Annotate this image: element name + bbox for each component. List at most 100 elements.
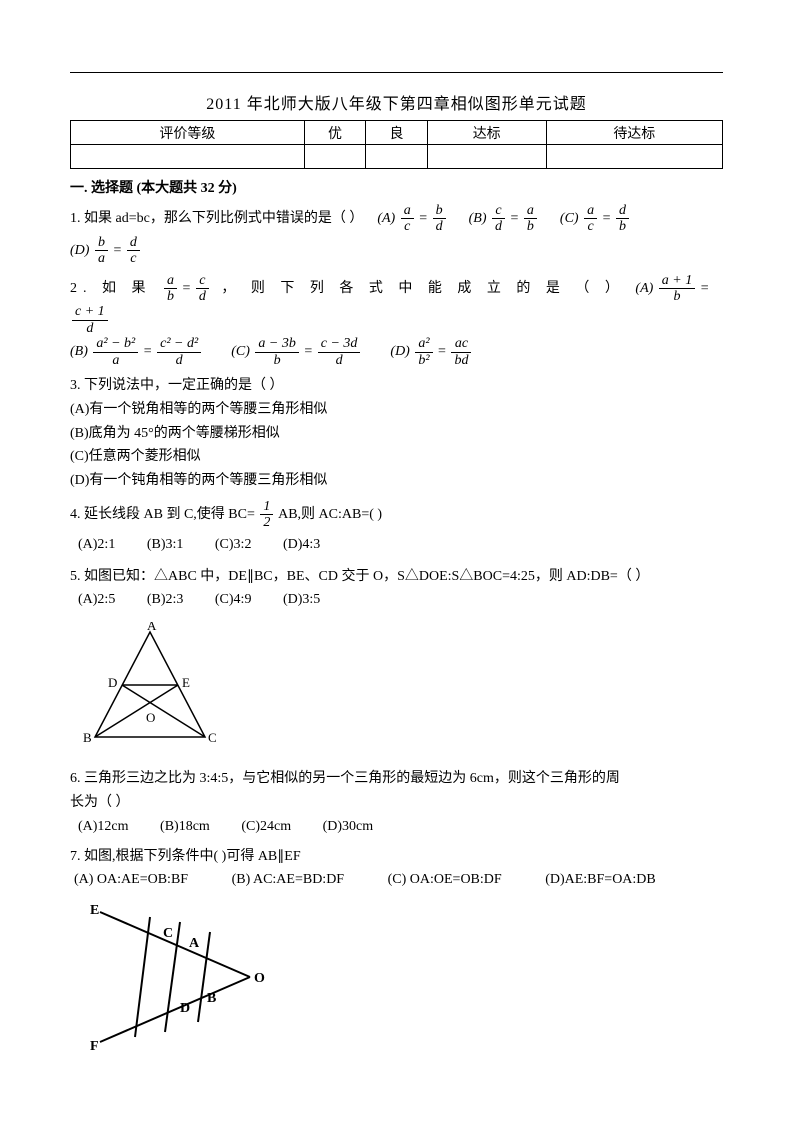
q1-optA-label: (A) [377,211,395,226]
q5-optA: (A)2:5 [78,592,115,607]
question-2: 2. 如 果 ab = cd ， 则 下 列 各 式 中 能 成 立 的 是 （… [70,273,723,368]
fraction-icon: ba [95,235,108,267]
q2-optA-label: (A) [635,281,653,296]
eval-header-1: 优 [304,121,366,145]
q7-optC: (C) OA:OE=OB:DF [388,872,502,887]
q4-choices: (A)2:1 (B)3:1 (C)3:2 (D)4:3 [78,531,723,559]
parallel-lines-diagram-icon: E F C A D B O [80,902,270,1052]
eval-header-2: 良 [366,121,428,145]
fraction-icon: bd [433,203,446,235]
q7-optB: (B) AC:AE=BD:DF [232,872,345,887]
evaluation-table: 评价等级 优 良 达标 待达标 [70,120,723,169]
q7-diagram: E F C A D B O [80,902,723,1057]
q2-prefix: 2. 如 果 [70,281,152,296]
q5-optB: (B)2:3 [147,592,184,607]
q3-optB: (B)底角为 45°的两个等腰梯形相似 [70,422,723,446]
section-1-header: 一. 选择题 (本大题共 32 分) [70,177,723,197]
fraction-icon: c² − d²d [157,336,201,368]
svg-text:B: B [207,991,216,1006]
q6-optB: (B)18cm [160,819,210,834]
svg-text:F: F [90,1039,99,1052]
question-1: 1. 如果 ad=bc，那么下列比例式中错误的是（ ） (A) ac = bd … [70,203,723,267]
question-3: 3. 下列说法中，一定正确的是（ ） (A)有一个锐角相等的两个等腰三角形相似 … [70,374,723,493]
fraction-icon: dc [127,235,140,267]
fraction-icon: cd [492,203,505,235]
q3-optA: (A)有一个锐角相等的两个等腰三角形相似 [70,398,723,422]
table-row: 评价等级 优 良 达标 待达标 [71,121,723,145]
q1-optD-label: (D) [70,243,89,258]
svg-text:E: E [182,675,190,690]
svg-text:E: E [90,903,99,918]
q6-optD: (D)30cm [323,819,374,834]
q5-choices: (A)2:5 (B)2:3 (C)4:9 (D)3:5 [78,588,723,612]
eval-header-4: 待达标 [546,121,722,145]
q2-mid: ， 则 下 列 各 式 中 能 成 立 的 是 （ ） [221,281,625,296]
q5-optC: (C)4:9 [215,592,252,607]
q2-optB-label: (B) [70,344,88,359]
eval-header-3: 达标 [427,121,546,145]
q1-optC-label: (C) [560,211,579,226]
question-4: 4. 延长线段 AB 到 C,使得 BC= 12 AB,则 AC:AB=( ) … [70,499,723,559]
q7-optD: (D)AE:BF=OA:DB [545,872,656,887]
svg-text:A: A [147,622,157,633]
question-6: 6. 三角形三边之比为 3:4:5，与它相似的另一个三角形的最短边为 6cm，则… [70,767,723,838]
fraction-icon: 12 [260,499,273,531]
page-title: 2011 年北师大版八年级下第四章相似图形单元试题 [70,90,723,114]
svg-text:D: D [180,1001,190,1016]
table-row [71,145,723,169]
eval-cell [366,145,428,169]
svg-text:C: C [163,926,173,941]
svg-text:O: O [254,971,265,986]
triangle-diagram-icon: A B C D E O [80,622,220,752]
q6-optC: (C)24cm [241,819,291,834]
fraction-icon: a²b² [415,336,432,368]
fraction-icon: c − 3dd [318,336,361,368]
svg-text:D: D [108,675,117,690]
q4-prefix: 4. 延长线段 AB 到 C,使得 BC= [70,507,255,522]
q6-choices: (A)12cm (B)18cm (C)24cm (D)30cm [78,815,723,839]
fraction-icon: ac [401,203,414,235]
q7-optA: (A) OA:AE=OB:BF [74,872,188,887]
eval-cell [546,145,722,169]
eval-cell [71,145,305,169]
svg-text:A: A [189,936,200,951]
eval-cell [427,145,546,169]
q7-stem: 7. 如图,根据下列条件中( )可得 AB∥EF [70,845,723,869]
q5-optD: (D)3:5 [283,592,320,607]
q1-optB-label: (B) [469,211,487,226]
q4-optB: (B)3:1 [147,537,184,552]
q2-optC-label: (C) [231,344,250,359]
question-7: 7. 如图,根据下列条件中( )可得 AB∥EF (A) OA:AE=OB:BF… [70,845,723,893]
q4-optA: (A)2:1 [78,537,115,552]
q6-line2: 长为（ ） [70,791,723,815]
question-5: 5. 如图已知：△ABC 中，DE∥BC，BE、CD 交于 O，S△DOE:S△… [70,565,723,613]
fraction-icon: cd [196,273,209,305]
fraction-icon: ab [524,203,537,235]
q4-suffix: AB,则 AC:AB=( ) [278,507,382,522]
fraction-icon: ac [584,203,597,235]
q2-optD-label: (D) [390,344,409,359]
q6-line1: 6. 三角形三边之比为 3:4:5，与它相似的另一个三角形的最短边为 6cm，则… [70,767,723,791]
fraction-icon: ab [164,273,177,305]
q1-stem: 1. 如果 ad=bc，那么下列比例式中错误的是（ ） [70,211,363,226]
q5-diagram: A B C D E O [80,622,723,757]
fraction-icon: a + 1b [659,273,695,305]
eval-cell [304,145,366,169]
q4-optD: (D)4:3 [283,537,320,552]
q6-optA: (A)12cm [78,819,129,834]
q7-choices: (A) OA:AE=OB:BF (B) AC:AE=BD:DF (C) OA:O… [74,868,723,892]
fraction-icon: db [616,203,629,235]
q3-optD: (D)有一个钝角相等的两个等腰三角形相似 [70,469,723,493]
fraction-icon: c + 1d [72,304,108,336]
q3-optC: (C)任意两个菱形相似 [70,445,723,469]
fraction-icon: a² − b²a [93,336,138,368]
q3-stem: 3. 下列说法中，一定正确的是（ ） [70,374,723,398]
svg-text:B: B [83,730,92,745]
q4-optC: (C)3:2 [215,537,252,552]
header-rule [70,72,723,73]
eval-header-0: 评价等级 [71,121,305,145]
q5-stem: 5. 如图已知：△ABC 中，DE∥BC，BE、CD 交于 O，S△DOE:S△… [70,565,723,589]
fraction-icon: acbd [451,336,471,368]
svg-text:O: O [146,710,155,725]
svg-text:C: C [208,730,217,745]
